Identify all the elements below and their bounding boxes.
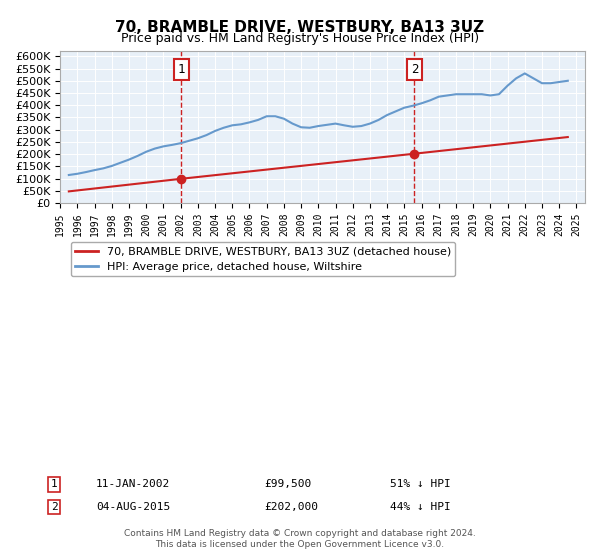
Legend: 70, BRAMBLE DRIVE, WESTBURY, BA13 3UZ (detached house), HPI: Average price, deta: 70, BRAMBLE DRIVE, WESTBURY, BA13 3UZ (d… <box>71 242 455 277</box>
Text: 11-JAN-2002: 11-JAN-2002 <box>96 479 170 489</box>
Text: 44% ↓ HPI: 44% ↓ HPI <box>390 502 451 512</box>
Text: 1: 1 <box>178 63 185 76</box>
Text: 2: 2 <box>50 502 58 512</box>
Text: 04-AUG-2015: 04-AUG-2015 <box>96 502 170 512</box>
Text: £99,500: £99,500 <box>264 479 311 489</box>
Text: 51% ↓ HPI: 51% ↓ HPI <box>390 479 451 489</box>
Text: £202,000: £202,000 <box>264 502 318 512</box>
Text: Contains HM Land Registry data © Crown copyright and database right 2024.
This d: Contains HM Land Registry data © Crown c… <box>124 529 476 549</box>
Text: 70, BRAMBLE DRIVE, WESTBURY, BA13 3UZ: 70, BRAMBLE DRIVE, WESTBURY, BA13 3UZ <box>115 20 485 35</box>
Text: Price paid vs. HM Land Registry's House Price Index (HPI): Price paid vs. HM Land Registry's House … <box>121 32 479 45</box>
Text: 1: 1 <box>50 479 58 489</box>
Text: 2: 2 <box>411 63 418 76</box>
